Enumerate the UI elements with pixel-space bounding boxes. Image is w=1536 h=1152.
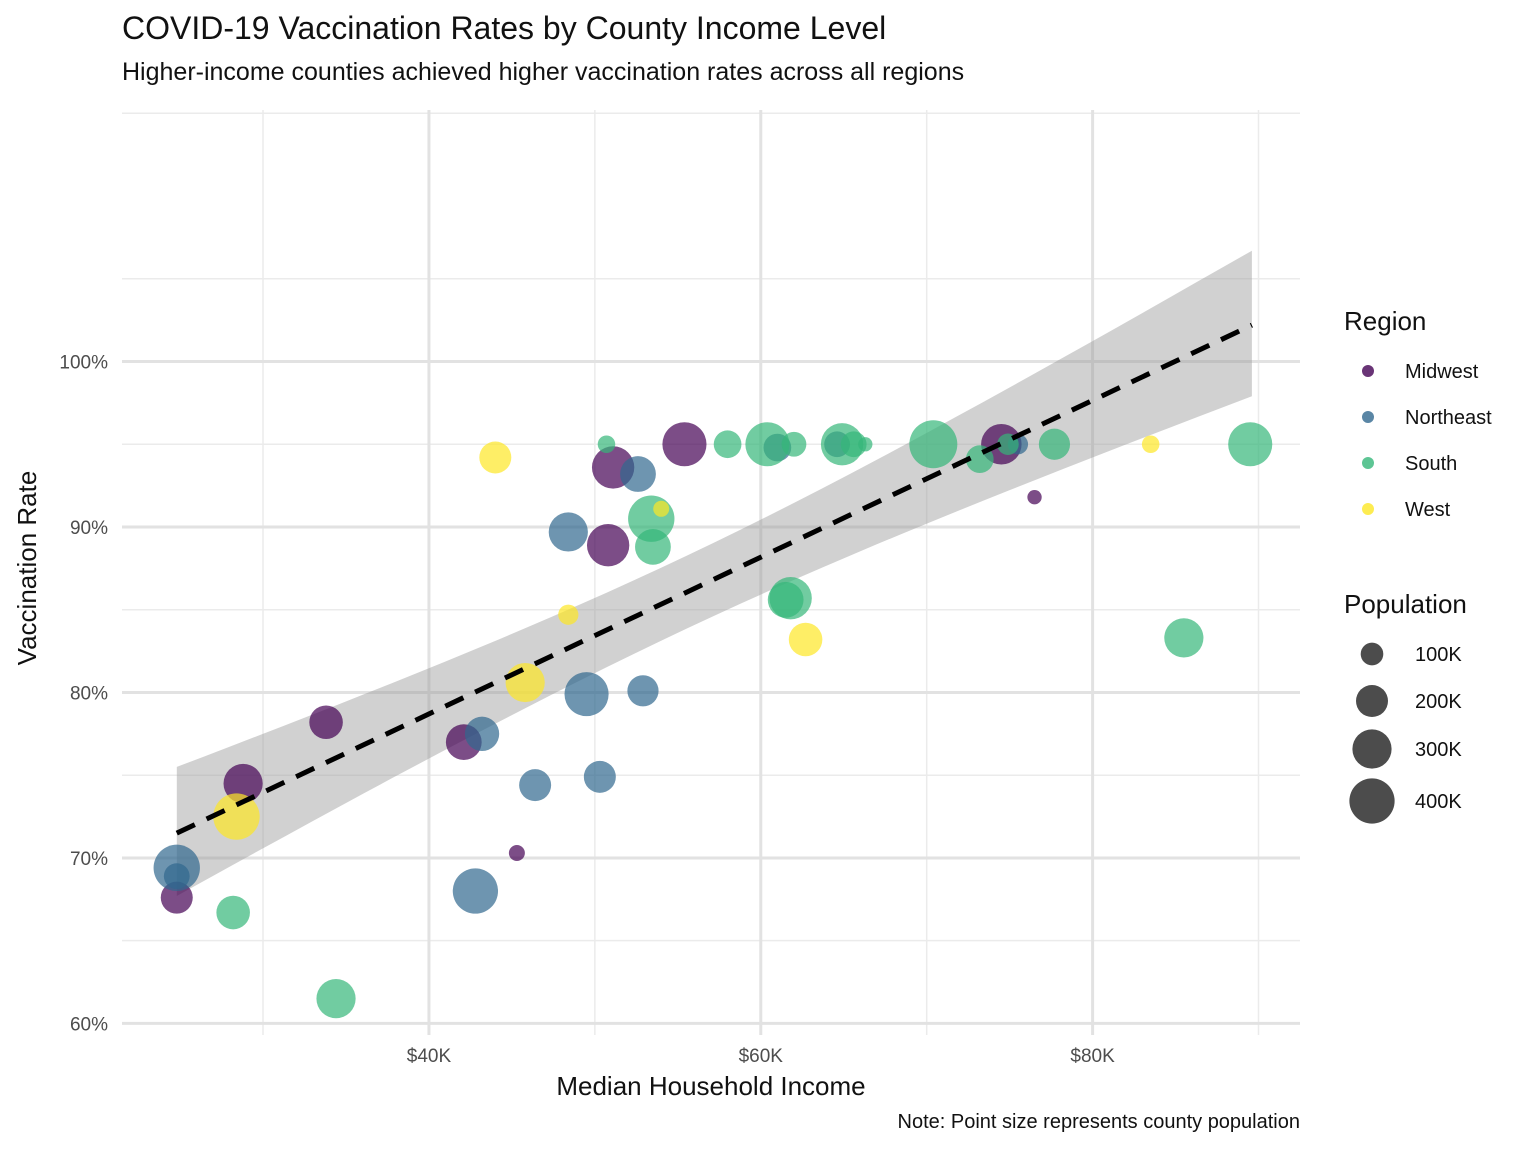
x-tick-label: $80K [1070, 1046, 1115, 1067]
data-point-west [213, 793, 260, 840]
data-point-northeast [548, 512, 588, 552]
data-point-south [769, 576, 812, 620]
chart-subtitle: Higher-income counties achieved higher v… [122, 58, 965, 86]
data-point-northeast [519, 769, 552, 802]
population-legend: Population 100K 200K 300K 400K [1344, 589, 1467, 824]
legend-label-west: West [1405, 499, 1451, 521]
data-point-south [909, 420, 958, 469]
y-tick-label: 90% [70, 518, 108, 539]
legend-key-west [1362, 503, 1374, 515]
data-point-midwest [586, 524, 630, 567]
y-tick-label: 70% [70, 849, 108, 870]
legend-key-south [1362, 457, 1374, 469]
size-legend-circle [1352, 729, 1392, 769]
chart-title: COVID-19 Vaccination Rates by County Inc… [122, 10, 887, 46]
y-axis-title: Vaccination Rate [12, 471, 42, 666]
data-point-south [745, 422, 790, 467]
data-point-south [713, 430, 742, 459]
size-legend-label: 100K [1415, 644, 1462, 666]
x-axis-title: Median Household Income [556, 1071, 865, 1101]
x-tick-label: $40K [407, 1046, 452, 1067]
data-point-midwest [508, 844, 525, 861]
data-point-northeast [452, 868, 499, 914]
data-point-northeast [627, 675, 659, 707]
data-point-west [505, 662, 545, 703]
data-point-south [781, 431, 807, 457]
trend-line [175, 322, 1253, 836]
y-tick-label: 60% [70, 1014, 108, 1035]
grid-lines [122, 110, 1300, 1035]
population-legend-title: Population [1344, 589, 1467, 619]
data-points [153, 420, 1273, 1019]
data-point-south [597, 435, 616, 454]
data-point-south [316, 978, 356, 1019]
size-legend-circle [1360, 642, 1384, 666]
size-legend-label: 300K [1415, 739, 1462, 761]
y-tick-label: 100% [59, 353, 108, 374]
data-point-south [1164, 618, 1204, 658]
data-point-midwest [309, 705, 343, 740]
data-point-west [788, 622, 823, 657]
size-legend-label: 200K [1415, 691, 1462, 713]
legend-label-south: South [1405, 453, 1457, 475]
data-point-northeast [564, 672, 609, 717]
confidence-band-layer [176, 250, 1252, 896]
region-legend-title: Region [1344, 306, 1426, 336]
data-point-midwest [1027, 490, 1042, 505]
data-point-northeast [464, 716, 500, 751]
chart-caption: Note: Point size represents county popul… [897, 1111, 1300, 1133]
data-point-south [1038, 428, 1071, 460]
data-point-south [858, 437, 873, 452]
size-legend-circle [1356, 685, 1388, 717]
data-point-south [1228, 422, 1273, 467]
data-point-northeast [583, 760, 616, 793]
data-point-west [479, 441, 512, 474]
confidence-band [176, 250, 1252, 896]
size-legend-label: 400K [1415, 791, 1462, 813]
x-tick-label: $60K [739, 1046, 784, 1067]
y-tick-label: 80% [70, 683, 108, 704]
data-point-northeast [163, 863, 190, 890]
region-legend: Region Midwest Northeast South West [1344, 306, 1492, 521]
data-point-south [635, 528, 671, 565]
size-legend-circle [1349, 778, 1395, 824]
data-point-west [558, 604, 579, 625]
legend-key-midwest [1362, 365, 1374, 377]
axis-ticks: $40K $60K $80K 60% 70% 80% 90% 100% [59, 353, 1115, 1067]
trend-line-layer [175, 322, 1253, 836]
legend-label-northeast: Northeast [1405, 407, 1492, 429]
data-point-south [216, 895, 250, 930]
legend-label-midwest: Midwest [1405, 361, 1479, 383]
data-point-midwest [223, 763, 263, 804]
data-point-west [653, 500, 670, 517]
data-point-midwest [662, 422, 707, 467]
legend-key-northeast [1362, 411, 1374, 423]
data-point-midwest [160, 881, 193, 914]
data-point-northeast [620, 456, 656, 492]
data-point-south [840, 431, 867, 458]
data-point-west [1141, 435, 1160, 454]
